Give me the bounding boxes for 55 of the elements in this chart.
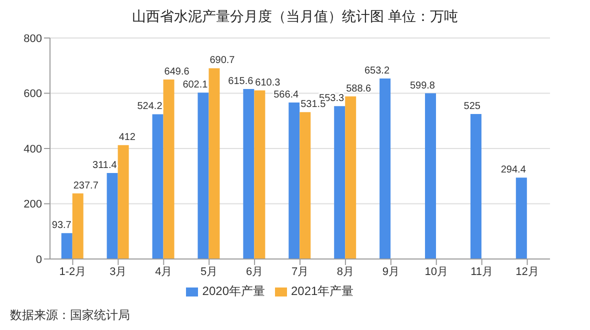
bar <box>345 96 356 259</box>
bar <box>516 178 527 259</box>
bar <box>300 112 311 259</box>
x-tick-label: 11月 <box>470 266 494 278</box>
data-label: 649.6 <box>164 66 190 78</box>
bar <box>254 90 266 259</box>
y-tick-label: 400 <box>24 143 42 156</box>
data-label: 311.4 <box>92 160 118 171</box>
y-tick-label: 800 <box>24 32 42 45</box>
x-tick-label: 9月 <box>382 266 400 278</box>
data-label: 599.8 <box>410 80 436 92</box>
bar <box>152 114 164 259</box>
data-label: 531.5 <box>300 99 326 110</box>
y-tick-label: 200 <box>24 198 42 211</box>
source-note: 数据来源：国家统计局 <box>10 307 130 324</box>
bar <box>334 106 346 259</box>
bar <box>61 233 72 259</box>
bar <box>425 93 436 259</box>
bar <box>243 88 254 259</box>
bar <box>106 172 118 259</box>
x-tick-label: 3月 <box>110 266 127 278</box>
x-tick-label: 8月 <box>336 266 354 278</box>
x-tick-label: 10月 <box>424 266 448 278</box>
data-label: 615.6 <box>228 76 254 87</box>
data-label: 412 <box>118 132 136 144</box>
data-label: 237.7 <box>73 180 99 192</box>
x-tick-label: 5月 <box>200 266 218 278</box>
data-label: 602.1 <box>182 80 208 91</box>
data-label: 610.3 <box>255 77 281 88</box>
x-tick-label: 4月 <box>155 266 172 278</box>
chart-title: 山西省水泥产量分月度（当月值）统计图 单位：万吨 <box>131 7 459 26</box>
bar <box>118 145 129 259</box>
bar <box>72 193 84 259</box>
bar <box>198 92 209 259</box>
bar <box>163 80 174 259</box>
data-label: 566.4 <box>274 90 300 101</box>
data-label: 524.2 <box>137 101 163 112</box>
data-label: 653.2 <box>364 66 390 77</box>
data-label: 588.6 <box>346 83 372 94</box>
legend-label: 2021年产量 <box>291 284 354 298</box>
legend-label: 2020年产量 <box>202 284 265 298</box>
x-tick-label: 12月 <box>516 266 539 278</box>
data-label: 690.7 <box>210 55 236 66</box>
bar <box>470 114 482 259</box>
bar <box>288 102 300 259</box>
x-tick-label: 1-2月 <box>59 266 86 278</box>
y-tick-label: 0 <box>36 254 42 266</box>
data-label: 294.4 <box>500 164 526 176</box>
y-tick-label: 600 <box>24 88 42 100</box>
bar <box>208 68 220 259</box>
data-label: 93.7 <box>52 220 72 232</box>
data-label: 525 <box>464 100 481 112</box>
x-tick-label: 6月 <box>246 266 264 278</box>
x-tick-label: 7月 <box>291 266 309 278</box>
bar <box>380 78 391 259</box>
